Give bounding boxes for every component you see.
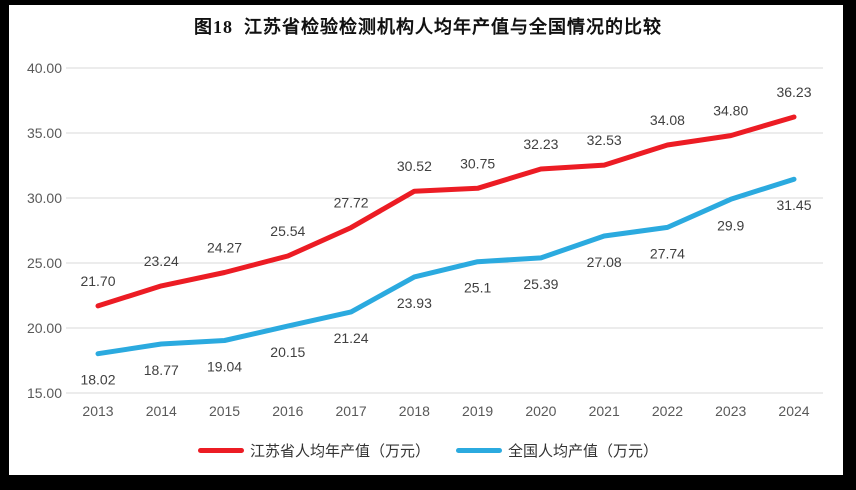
x-axis-tick-label: 2023: [715, 403, 746, 419]
y-axis-tick-label: 40.00: [27, 60, 62, 76]
x-axis-tick-label: 2022: [652, 403, 683, 419]
x-axis-tick-label: 2015: [209, 403, 240, 419]
y-axis-tick-label: 35.00: [27, 125, 62, 141]
data-label: 21.24: [334, 330, 369, 346]
series-line-jiangsu: [95, 114, 797, 309]
data-label: 32.53: [587, 132, 622, 148]
x-axis-tick-label: 2018: [399, 403, 430, 419]
x-axis-tick-label: 2021: [589, 403, 620, 419]
data-label: 25.1: [464, 280, 491, 296]
legend-item-national: 全国人均产值（万元）: [456, 440, 658, 461]
series-line-national: [95, 176, 797, 357]
data-label: 31.45: [776, 197, 811, 213]
x-axis-tick-label: 2014: [146, 403, 177, 419]
jiangsu-series-swatch: [197, 448, 244, 453]
data-label: 25.39: [523, 276, 558, 292]
data-label: 30.75: [460, 155, 495, 171]
data-label: 27.72: [334, 195, 369, 211]
data-label: 27.74: [650, 245, 685, 261]
data-label: 32.23: [523, 136, 558, 152]
data-label: 29.9: [717, 217, 744, 233]
data-label: 27.08: [587, 254, 622, 270]
data-label: 25.54: [270, 223, 305, 239]
y-axis-tick-label: 25.00: [27, 255, 62, 271]
y-axis-tick-label: 15.00: [27, 385, 62, 401]
y-axis-tick-label: 20.00: [27, 320, 62, 336]
data-label: 34.08: [650, 112, 685, 128]
data-label: 23.93: [397, 295, 432, 311]
data-label: 24.27: [207, 239, 242, 255]
data-label: 36.23: [776, 84, 811, 100]
x-axis-tick-label: 2024: [778, 403, 809, 419]
national-series-swatch: [456, 448, 502, 453]
y-axis-tick-label: 30.00: [27, 190, 62, 206]
data-label: 34.80: [713, 103, 748, 119]
data-label: 23.24: [144, 253, 179, 269]
legend-item-jiangsu: 江苏省人均年产值（万元）: [197, 440, 430, 461]
data-label: 18.02: [80, 372, 115, 388]
data-label: 18.77: [144, 362, 179, 378]
data-label: 19.04: [207, 358, 242, 374]
x-axis-tick-label: 2019: [462, 403, 493, 419]
chart-title: 图18 江苏省检验检测机构人均年产值与全国情况的比较: [194, 17, 662, 37]
data-label: 20.15: [270, 344, 305, 360]
x-axis-tick-label: 2017: [336, 403, 367, 419]
jiangsu-series-label: 江苏省人均年产值（万元）: [249, 443, 430, 460]
data-label: 21.70: [80, 273, 115, 289]
x-axis-tick-label: 2020: [525, 403, 556, 419]
x-axis-tick-label: 2013: [82, 403, 113, 419]
chart-canvas: [9, 5, 843, 475]
national-series-label: 全国人均产值（万元）: [508, 443, 659, 460]
data-label: 30.52: [397, 158, 432, 174]
chart-legend: 江苏省人均年产值（万元） 全国人均产值（万元）: [0, 440, 856, 461]
x-axis-tick-label: 2016: [272, 403, 303, 419]
